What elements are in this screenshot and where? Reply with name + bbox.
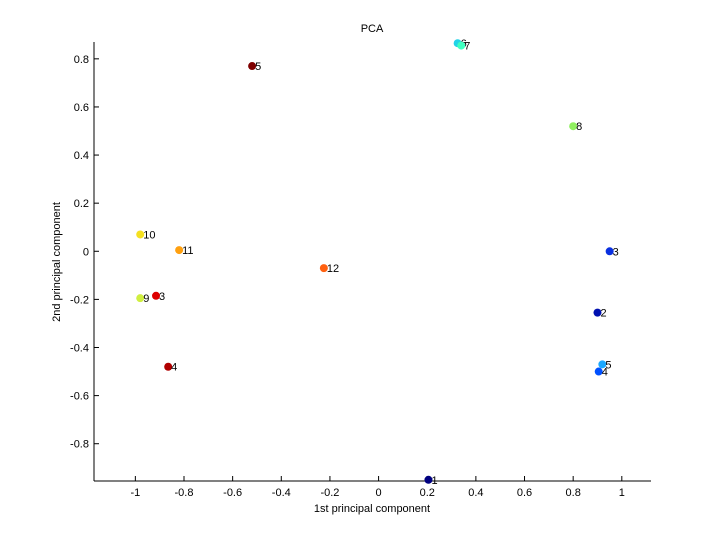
- data-point: [593, 308, 602, 317]
- x-tick-label: -0.6: [223, 487, 242, 499]
- data-point: [569, 122, 578, 131]
- data-point-label: 10: [143, 229, 155, 241]
- data-point-label: 2: [600, 308, 606, 320]
- x-tick-label: -1: [130, 487, 140, 499]
- x-tick-label: -0.8: [175, 487, 194, 499]
- y-tick-label: 0.2: [74, 198, 89, 210]
- data-point: [136, 230, 145, 239]
- data-point: [598, 360, 607, 369]
- data-point-label: 5: [605, 359, 611, 371]
- data-point-label: 5: [255, 61, 261, 73]
- x-tick-label: 0.6: [517, 487, 532, 499]
- y-tick-label: 0.4: [74, 150, 89, 162]
- x-tick-label: 0.4: [468, 487, 483, 499]
- x-tick-label: 0: [376, 487, 382, 499]
- data-point-label: 8: [576, 121, 582, 133]
- y-tick-label: -0.6: [70, 391, 89, 403]
- axes-frame: [93, 42, 651, 482]
- data-point: [152, 291, 161, 300]
- data-point: [164, 362, 173, 371]
- y-tick-label: -0.8: [70, 439, 89, 451]
- data-point: [605, 247, 614, 256]
- y-axis-ticks: -0.8 -0.6 -0.4 -0.2 0 0.2 0.4 0.6 0.8: [70, 54, 99, 451]
- x-axis-ticks: -1 -0.8 -0.6 -0.4 -0.2 0 0.2 0.4 0.6 0.8 1: [130, 476, 625, 499]
- data-point: [175, 246, 184, 255]
- data-point: [248, 62, 257, 71]
- data-point-label: 3: [159, 291, 165, 303]
- data-point-label: 1: [431, 475, 437, 487]
- data-points: 567810111239432541: [136, 38, 619, 487]
- x-tick-label: -0.2: [320, 487, 339, 499]
- y-tick-label: 0: [83, 246, 89, 258]
- data-point-label: 7: [464, 41, 470, 53]
- data-point: [424, 475, 433, 484]
- y-tick-label: -0.2: [70, 294, 89, 306]
- data-point: [136, 294, 145, 303]
- data-point-label: 3: [613, 246, 619, 258]
- y-tick-label: 0.6: [74, 102, 89, 114]
- data-point-label: 4: [602, 367, 608, 379]
- y-tick-label: 0.8: [74, 54, 89, 66]
- data-point-label: 4: [171, 362, 177, 374]
- data-point: [319, 264, 328, 273]
- data-point-label: 9: [143, 293, 149, 305]
- y-axis-label: 2nd principal component: [51, 202, 63, 322]
- x-tick-label: 0.8: [566, 487, 581, 499]
- x-tick-label: 0.2: [420, 487, 435, 499]
- y-tick-label: -0.4: [70, 342, 89, 354]
- data-point: [594, 367, 603, 376]
- x-tick-label: 1: [619, 487, 625, 499]
- x-tick-label: -0.4: [272, 487, 291, 499]
- x-axis-label: 1st principal component: [314, 503, 430, 515]
- data-point-label: 12: [327, 263, 339, 275]
- chart-title: PCA: [361, 23, 384, 35]
- data-point: [457, 41, 466, 50]
- data-point-label: 11: [182, 245, 193, 257]
